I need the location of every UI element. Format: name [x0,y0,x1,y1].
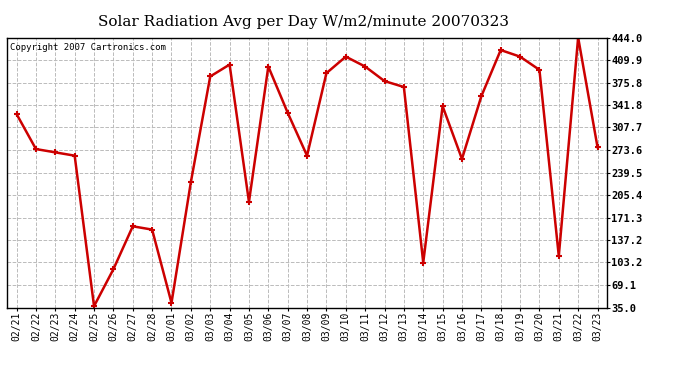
Text: Copyright 2007 Cartronics.com: Copyright 2007 Cartronics.com [10,43,166,52]
Text: Solar Radiation Avg per Day W/m2/minute 20070323: Solar Radiation Avg per Day W/m2/minute … [98,15,509,29]
